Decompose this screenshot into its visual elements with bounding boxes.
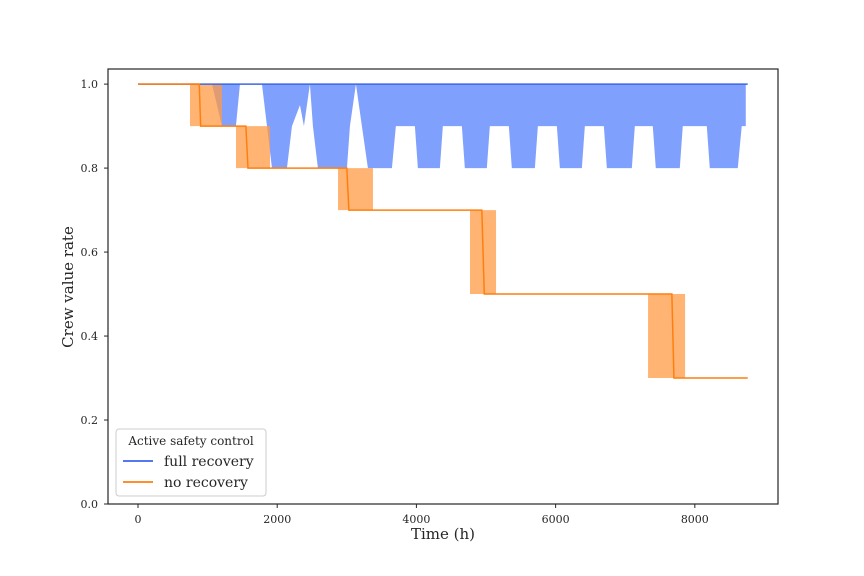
- x-tick-label: 2000: [263, 513, 291, 526]
- legend-label: full recovery: [164, 454, 254, 470]
- y-tick-label: 0.8: [81, 162, 99, 175]
- y-tick-label: 0.4: [81, 330, 99, 343]
- line: [137, 83, 748, 379]
- legend-title: Active safety control: [127, 434, 253, 448]
- y-tick-label: 0.2: [81, 414, 99, 427]
- x-tick-label: 4000: [402, 513, 430, 526]
- confidence-band: [211, 84, 746, 169]
- y-axis-label: Crew value rate: [59, 226, 77, 348]
- plot-frame: [107, 68, 779, 505]
- y-tick-label: 1.0: [81, 78, 99, 91]
- y-tick-label: 0.0: [81, 498, 99, 511]
- y-tick-label: 0.6: [81, 246, 99, 259]
- x-tick-label: 0: [134, 513, 141, 526]
- legend-label: no recovery: [164, 475, 248, 491]
- x-tick-label: 8000: [681, 513, 709, 526]
- legend-box: [115, 428, 267, 497]
- legend: Active safety control full recovery no rec…: [115, 428, 267, 497]
- x-axis-label: Time (h): [411, 525, 475, 543]
- x-tick-label: 6000: [542, 513, 570, 526]
